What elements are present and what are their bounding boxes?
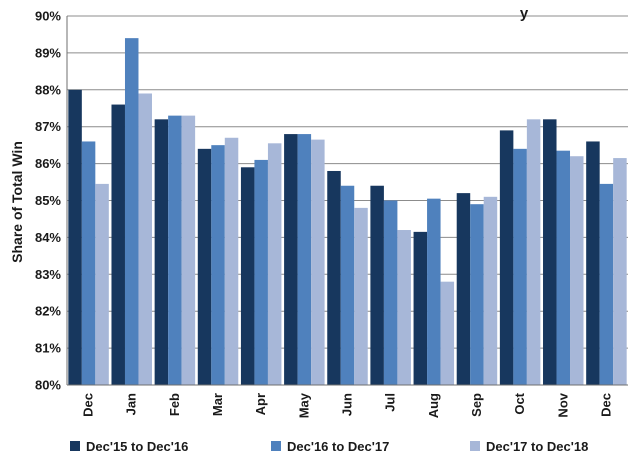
bar	[526, 119, 541, 385]
bar	[124, 38, 139, 385]
y-tick-label: 83%	[35, 267, 61, 282]
bar	[456, 193, 471, 385]
bar	[267, 143, 282, 385]
bar	[570, 156, 584, 385]
y-tick-label: 90%	[35, 9, 61, 24]
y-tick-label: 84%	[35, 230, 61, 245]
bar	[499, 130, 514, 385]
bar	[427, 198, 441, 385]
bar	[254, 159, 268, 385]
bar	[413, 231, 428, 385]
y-tick-label: 82%	[35, 304, 61, 319]
bar	[197, 148, 212, 385]
x-tick-labels: Dec Jan Feb Mar Apr May Jun Jul Aug Sep Oct Nov Dec	[81, 392, 614, 418]
bar	[154, 119, 169, 385]
bar	[370, 185, 384, 385]
bar	[297, 134, 312, 385]
x-tick-label: Jun	[340, 393, 355, 416]
y-axis-title: Share of Total Win	[9, 141, 25, 263]
bar	[340, 185, 355, 385]
bar	[599, 183, 614, 385]
bar	[556, 150, 571, 385]
x-tick-label: Oct	[512, 392, 527, 414]
x-tick-label: May	[296, 392, 311, 418]
x-tick-label: Nov	[555, 392, 570, 417]
x-tick-label: Sep	[469, 393, 484, 417]
y-tick-labels: 80% 81% 82% 83% 84% 85% 86% 87% 88% 89% 90%	[35, 9, 61, 393]
x-tick-label: Jan	[124, 393, 139, 415]
y-tick-label: 85%	[35, 193, 61, 208]
legend-swatch	[70, 441, 80, 451]
legend-label: Dec'16 to Dec'17	[287, 439, 389, 454]
bar	[327, 170, 341, 385]
bar	[483, 196, 498, 385]
legend-swatch	[271, 441, 281, 451]
legend-swatch	[470, 441, 480, 451]
bar	[168, 115, 182, 385]
legend-label: Dec'17 to Dec'18	[486, 439, 588, 454]
bar	[440, 281, 455, 385]
bar	[470, 204, 484, 385]
bar	[543, 119, 557, 385]
bar	[68, 89, 82, 386]
legend: Dec'15 to Dec'16 Dec'16 to Dec'17 Dec'17 t…	[70, 439, 588, 454]
x-tick-label: Dec	[598, 393, 613, 417]
legend-label: Dec'15 to Dec'16	[86, 439, 188, 454]
x-tick-label: Jul	[383, 393, 398, 412]
bar	[81, 141, 96, 385]
bar	[513, 148, 527, 385]
x-tick-label: Apr	[253, 393, 268, 415]
bar	[240, 167, 255, 385]
x-tick-label: Mar	[210, 393, 225, 416]
y-tick-label: 87%	[35, 119, 61, 134]
bar	[181, 115, 196, 385]
bar	[284, 134, 298, 385]
bar	[383, 200, 398, 385]
y-tick-label: 88%	[35, 82, 61, 97]
bars	[68, 38, 627, 386]
bar	[138, 93, 152, 386]
bar	[95, 183, 109, 385]
x-tick-label: Dec	[81, 393, 96, 417]
bar	[354, 207, 368, 385]
x-tick-label: Feb	[167, 393, 182, 416]
bar	[613, 158, 627, 385]
x-tick-label: Aug	[426, 393, 441, 418]
bar	[211, 145, 225, 385]
bar	[111, 104, 125, 385]
bar	[224, 137, 239, 385]
y-tick-label: 81%	[35, 341, 61, 356]
chart-title-fragment: y	[520, 5, 529, 22]
y-tick-label: 86%	[35, 156, 61, 171]
y-tick-label: 89%	[35, 45, 61, 60]
bar	[586, 141, 600, 385]
bar	[397, 230, 411, 385]
bar	[311, 139, 325, 385]
axes	[66, 16, 628, 386]
y-tick-label: 80%	[35, 378, 61, 393]
